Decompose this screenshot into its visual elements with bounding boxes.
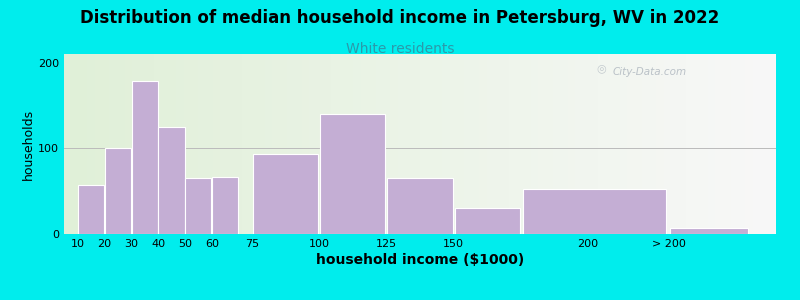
Text: Distribution of median household income in Petersburg, WV in 2022: Distribution of median household income …: [80, 9, 720, 27]
Bar: [105, 148, 130, 234]
Text: ◎: ◎: [597, 63, 606, 73]
Bar: [212, 177, 238, 234]
Bar: [670, 228, 748, 234]
Bar: [523, 189, 666, 234]
Bar: [78, 185, 104, 234]
Bar: [454, 208, 520, 234]
Bar: [320, 114, 386, 234]
Text: White residents: White residents: [346, 42, 454, 56]
Bar: [158, 127, 185, 234]
X-axis label: household income ($1000): household income ($1000): [316, 253, 524, 267]
Text: City-Data.com: City-Data.com: [612, 67, 686, 76]
Bar: [186, 178, 211, 234]
Bar: [253, 154, 318, 234]
Y-axis label: households: households: [22, 108, 35, 180]
Bar: [131, 81, 158, 234]
Bar: [387, 178, 453, 234]
